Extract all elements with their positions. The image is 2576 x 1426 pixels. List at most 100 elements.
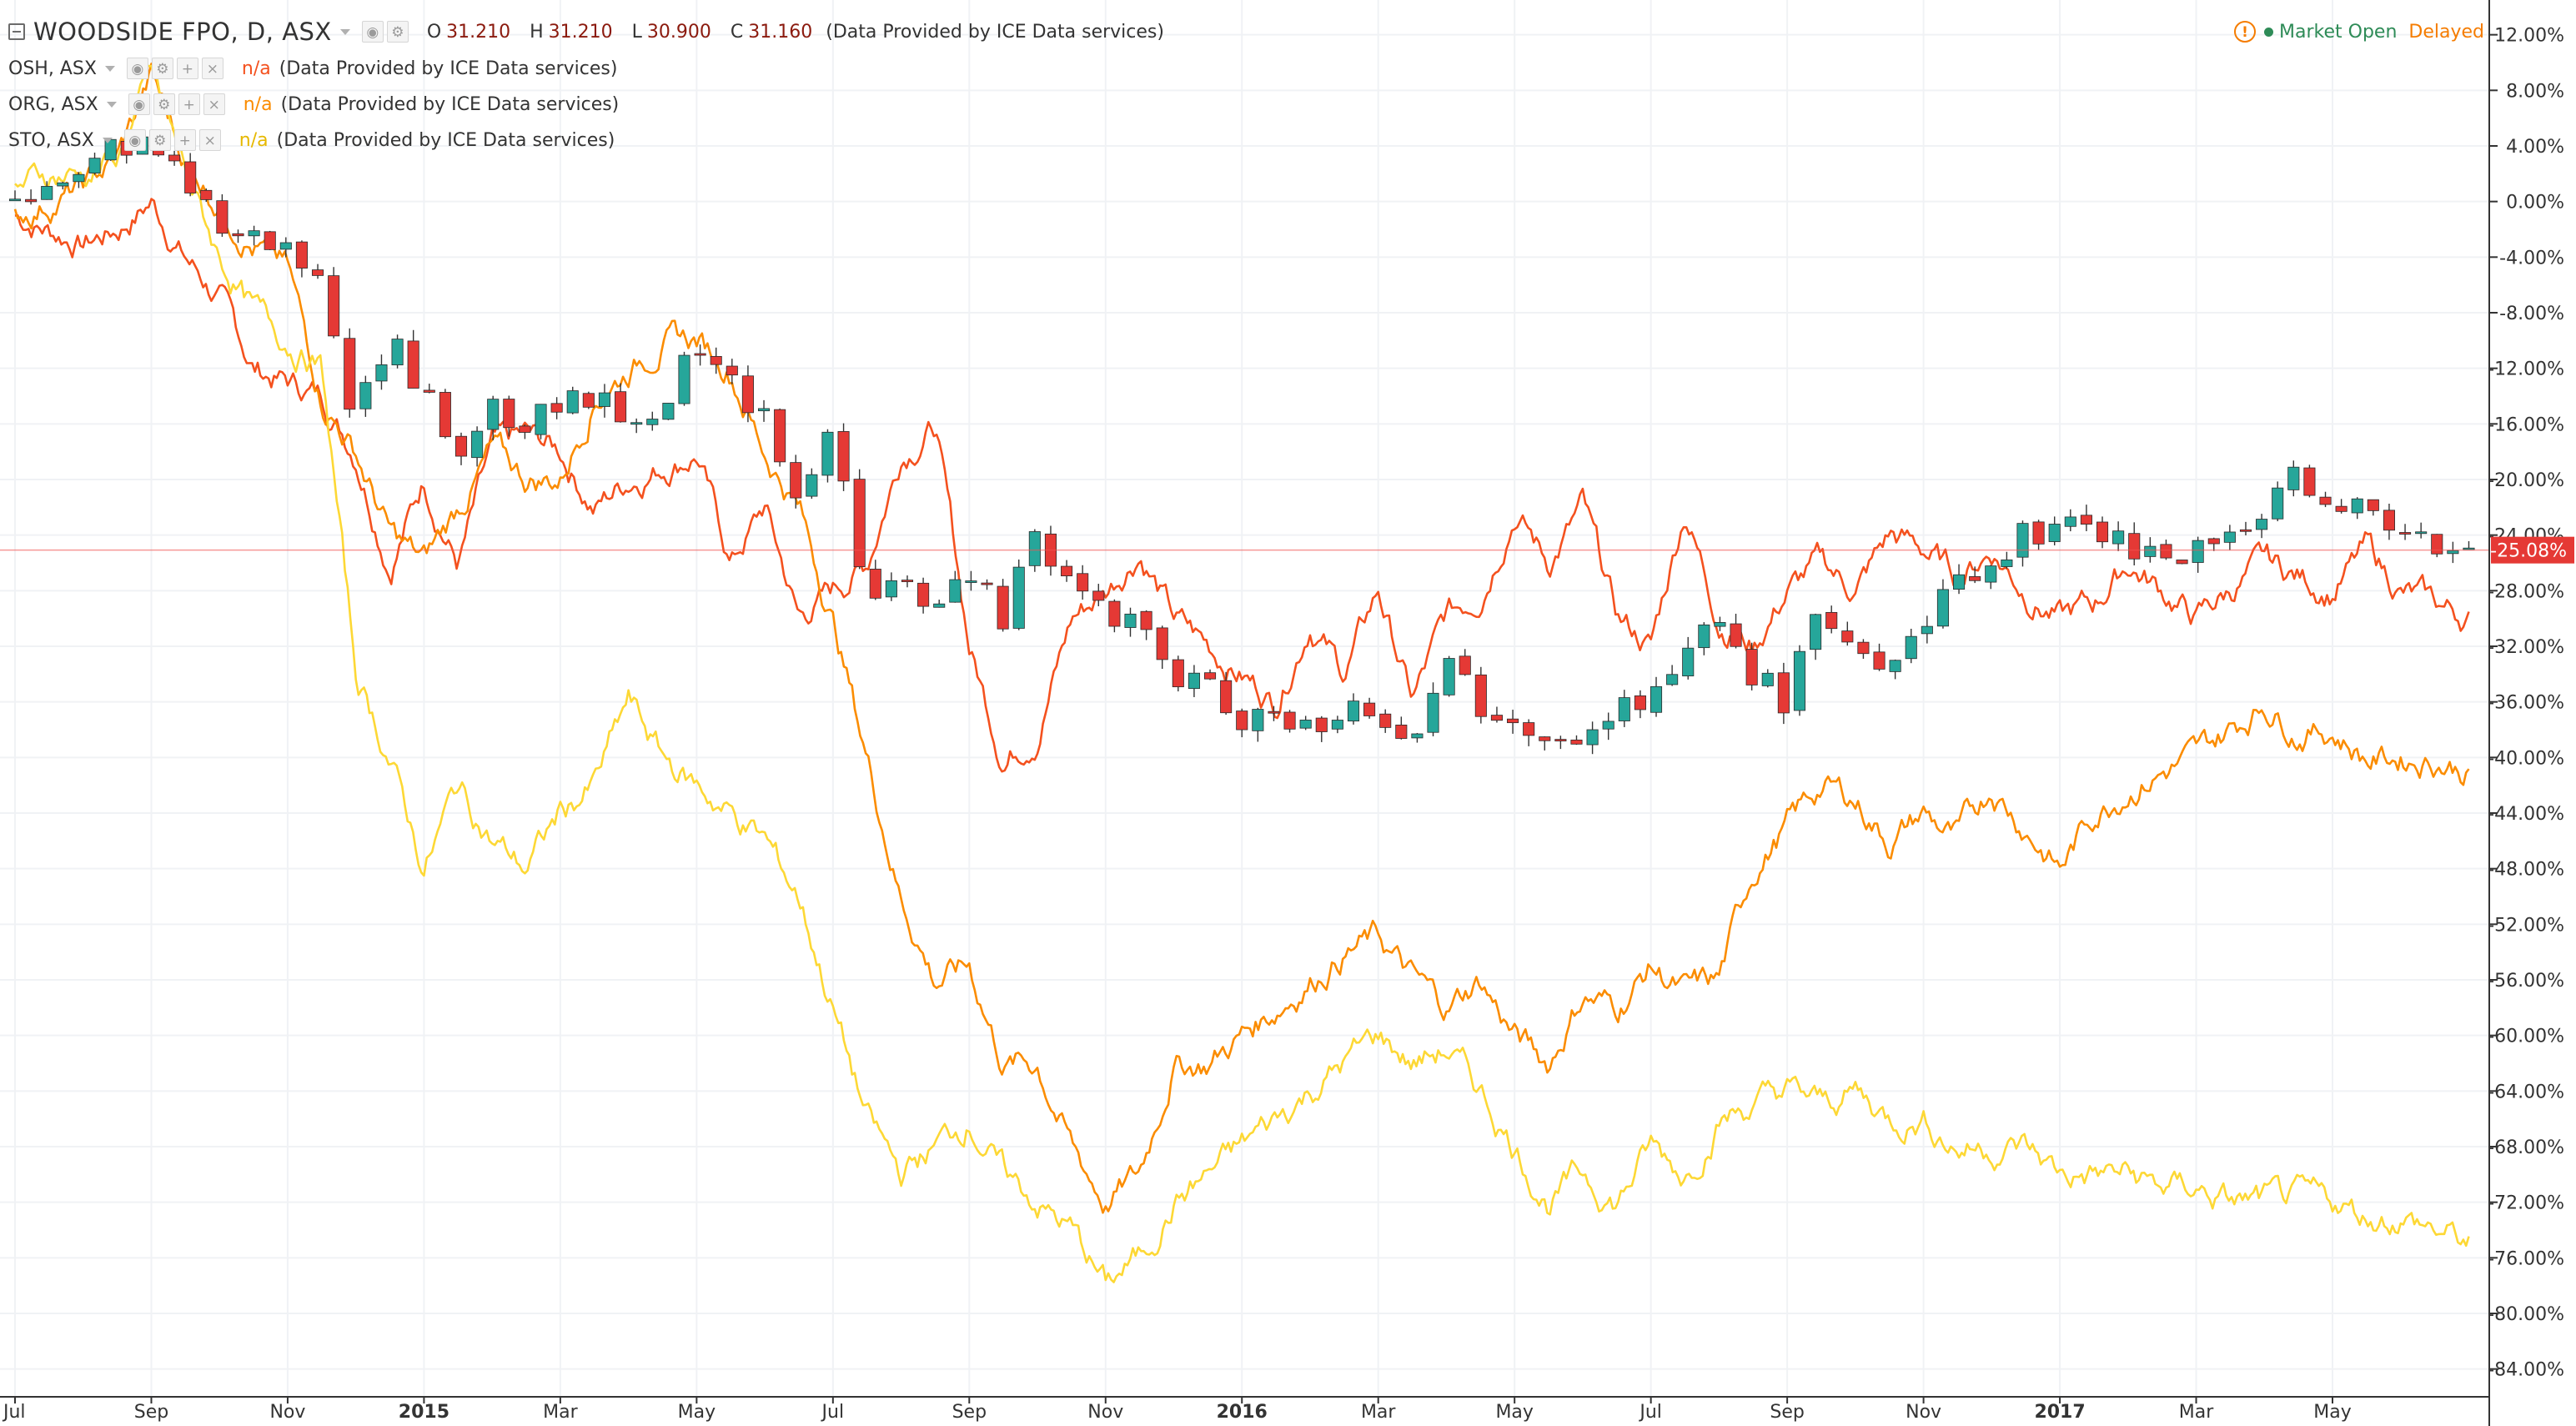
y-tick-label: -68.00% [2488, 1137, 2564, 1158]
y-tick-label: 12.00% [2494, 26, 2564, 47]
gear-icon[interactable]: ⚙ [148, 129, 171, 151]
candle-body [2112, 530, 2125, 545]
candle-body [853, 479, 866, 568]
candle-body [550, 403, 563, 413]
candle-body [8, 198, 22, 202]
x-tick-label: Jul [1638, 1402, 1662, 1423]
main-series-legend: WOODSIDE FPO, D, ASX ◉ ⚙ O 31.210 H 31.210… [8, 15, 1164, 48]
market-open-label: Market Open [2279, 21, 2398, 43]
candle-body [1474, 674, 1487, 717]
market-status: ! Market Open Delayed [2234, 17, 2484, 47]
candle-body [2032, 521, 2045, 545]
candle-body [1061, 565, 1073, 577]
candle-body [1156, 627, 1168, 660]
candle-body [2319, 496, 2332, 505]
close-icon[interactable]: × [198, 129, 221, 151]
candle-body [423, 389, 435, 393]
y-tick-label: -80.00% [2488, 1304, 2564, 1325]
eye-icon[interactable]: ◉ [128, 93, 150, 115]
open-value: 31.210 [446, 21, 511, 43]
candle-body [1379, 713, 1392, 728]
chevron-down-icon[interactable] [102, 137, 113, 143]
collapse-legend-button[interactable] [8, 23, 25, 40]
eye-icon[interactable]: ◉ [361, 21, 384, 43]
gear-icon[interactable]: ⚙ [153, 93, 175, 115]
candle-body [1459, 655, 1471, 675]
candle-body [2048, 524, 2061, 542]
candle-body [1092, 590, 1105, 601]
candle-body [933, 603, 946, 608]
candle-body [2080, 515, 2092, 525]
eye-icon[interactable]: ◉ [126, 58, 148, 79]
add-icon[interactable]: + [178, 93, 200, 115]
main-symbol-label[interactable]: WOODSIDE FPO, D, ASX [33, 18, 332, 46]
low-label: L [631, 21, 642, 43]
gear-icon[interactable]: ⚙ [386, 21, 409, 43]
x-axis[interactable]: Jul Sep Nov 2015 Mar May Jul Sep Nov 2016 Mar May Ju… [0, 1396, 2489, 1423]
x-tick-label: Jul [2, 1402, 26, 1423]
candle-body [1650, 685, 1663, 713]
y-tick-label: 8.00% [2506, 81, 2564, 102]
close-icon[interactable]: × [201, 58, 223, 79]
candle-body [1793, 650, 1806, 711]
chart-legend: WOODSIDE FPO, D, ASX ◉ ⚙ O 31.210 H 31.210… [0, 0, 1251, 167]
candle-body [1745, 649, 1758, 685]
candle-body [1698, 624, 1710, 649]
candle-body [2016, 523, 2029, 558]
candle-body [1953, 574, 1966, 590]
candle-body [1873, 651, 1886, 670]
x-tick-label: Jul [821, 1402, 845, 1423]
candle-body [1172, 659, 1184, 688]
candle-body [1985, 565, 1997, 583]
x-tick-label: 2015 [399, 1402, 449, 1423]
candle-body [2272, 487, 2284, 520]
candle-body [1443, 658, 1455, 695]
candle-body [1315, 717, 1328, 732]
candle-body [487, 399, 500, 430]
candle-body [88, 158, 101, 173]
chevron-down-icon[interactable] [106, 101, 117, 108]
x-tick-label: Mar [1361, 1402, 1396, 1423]
eye-icon[interactable]: ◉ [123, 129, 146, 151]
candle-body [1841, 630, 1854, 643]
y-tick-label: -20.00% [2488, 470, 2564, 491]
comparison-symbol-label[interactable]: STO, ASX [8, 129, 94, 151]
candle-body [41, 186, 53, 200]
candle-body [184, 161, 197, 193]
close-icon[interactable]: × [203, 93, 225, 115]
candle-body [1634, 695, 1646, 710]
comparison-symbol-label[interactable]: OSH, ASX [8, 58, 97, 79]
status-dot-icon [2264, 27, 2274, 37]
candle-body [1427, 692, 1439, 733]
comparison-symbol-label[interactable]: ORG, ASX [8, 93, 98, 115]
add-icon[interactable]: + [173, 129, 196, 151]
series-line [14, 64, 2470, 1283]
candle-body [2001, 559, 2013, 567]
candle-body [1363, 702, 1376, 716]
y-tick-label: 0.00% [2506, 193, 2564, 213]
candle-body [1347, 700, 1360, 722]
add-icon[interactable]: + [176, 58, 198, 79]
y-axis[interactable]: 12.00% 8.00% 4.00% 0.00% -4.00% -8.00% -12.00%… [2488, 0, 2574, 1426]
candle-body [2335, 505, 2348, 512]
comparison-legend-org: ORG, ASX ◉ ⚙ + × n/a (Data Provided by I… [8, 88, 619, 121]
candle-body [1507, 718, 1519, 724]
data-provider-note: (Data Provided by ICE Data services) [826, 21, 1164, 43]
chevron-down-icon[interactable] [104, 65, 115, 72]
candle-body [1539, 736, 1551, 741]
chevron-down-icon[interactable] [339, 28, 350, 35]
candle-body [2144, 545, 2157, 557]
candle-body [1028, 531, 1041, 566]
y-tick-label: -72.00% [2488, 1193, 2564, 1214]
series-line [13, 63, 2470, 1214]
y-tick-label: -36.00% [2488, 693, 2564, 714]
warning-icon[interactable]: ! [2234, 21, 2257, 43]
candle-body [2431, 534, 2443, 555]
candle-body [1682, 647, 1695, 676]
y-tick-label: -64.00% [2488, 1082, 2564, 1102]
candle-body [73, 173, 85, 183]
gear-icon[interactable]: ⚙ [151, 58, 173, 79]
delayed-label: Delayed [2408, 21, 2484, 43]
candle-body [790, 462, 802, 499]
